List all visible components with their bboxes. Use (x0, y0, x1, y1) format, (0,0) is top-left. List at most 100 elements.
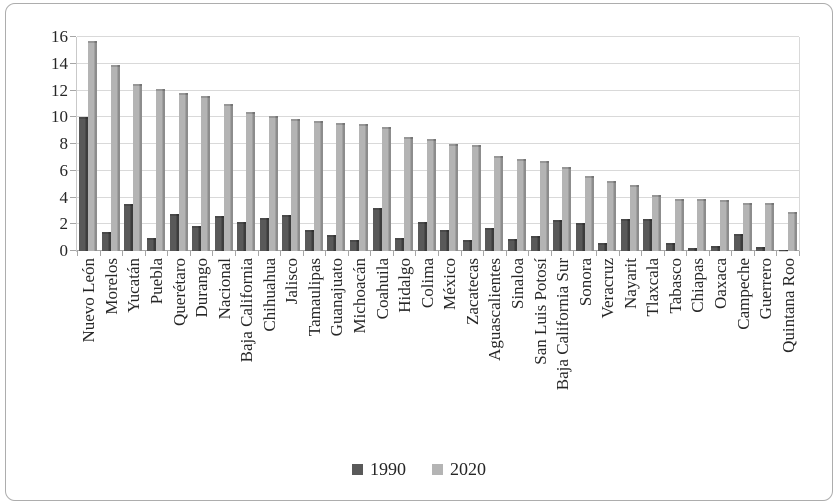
x-axis-label: Querétaro (169, 258, 189, 326)
x-axis-line (77, 250, 799, 251)
y-axis-tick (70, 223, 76, 225)
bar-1990 (598, 242, 608, 251)
bar-2020 (562, 166, 572, 251)
gridline (77, 116, 799, 118)
bar-1990 (553, 220, 563, 251)
x-axis-label: Chiapas (688, 258, 708, 313)
category-group (506, 37, 529, 251)
bar-1990 (350, 240, 360, 251)
x-axis-label: Morelos (101, 258, 121, 315)
x-axis-tick (776, 251, 778, 256)
bar-2020 (607, 181, 617, 251)
x-axis-label-slot: Nacional (212, 258, 235, 448)
x-axis-tick (550, 251, 552, 256)
x-axis-label: Sonora (575, 258, 595, 307)
category-group (483, 37, 506, 251)
bar-1990 (169, 213, 179, 251)
bar-2020 (584, 176, 594, 251)
y-axis-tick (70, 89, 76, 91)
x-axis-label-slot: Chihuahua (258, 258, 281, 448)
x-axis-label: Quintana Roo (778, 258, 798, 353)
bar-1990 (575, 222, 585, 251)
bar-2020 (313, 121, 323, 251)
bar-1990 (327, 234, 337, 251)
bar-1990 (237, 221, 247, 251)
bar-1990 (665, 242, 675, 251)
x-axis-label: Hidalgo (395, 258, 415, 313)
x-axis-label-slot: Sonora (573, 258, 596, 448)
x-axis-tick (573, 251, 575, 256)
category-group (573, 37, 596, 251)
category-group (212, 37, 235, 251)
x-axis-label-slot: Tamaulipas (303, 258, 326, 448)
y-axis-label: 8 (59, 134, 69, 153)
bar-2020 (539, 161, 549, 251)
x-axis-label-slot: Aguascalientes (483, 258, 506, 448)
x-axis-label: Tlaxcala (643, 258, 663, 317)
y-axis-line (76, 37, 77, 252)
gridline (77, 89, 799, 91)
x-axis-tick (167, 251, 169, 256)
y-axis-tick (70, 116, 76, 118)
x-axis-tick (528, 251, 530, 256)
bar-2020 (110, 65, 120, 251)
legend-swatch-2020 (432, 464, 443, 475)
category-group (596, 37, 619, 251)
bar-1990 (643, 218, 653, 251)
y-axis-label: 14 (51, 53, 68, 73)
y-axis-tick (70, 196, 76, 198)
bar-1990 (259, 217, 269, 251)
category-group (77, 37, 100, 251)
bar-1990 (417, 221, 427, 251)
category-group (686, 37, 709, 251)
gridline (77, 62, 799, 64)
category-group (415, 37, 438, 251)
y-axis-label: 10 (51, 107, 68, 127)
y-axis-label: 16 (51, 27, 68, 46)
x-axis-tick (708, 251, 710, 256)
y-axis-tick (70, 250, 76, 251)
x-axis-label: Yucatán (124, 258, 144, 313)
x-axis-tick (325, 251, 327, 256)
x-axis-tick (189, 251, 191, 256)
bar-2020 (720, 200, 730, 251)
gridline (77, 169, 799, 171)
x-axis-label-slot: San Luis Potosí (528, 258, 551, 448)
y-axis-tick (70, 36, 76, 37)
legend-item-2020: 2020 (432, 459, 486, 480)
bar-2020 (697, 198, 707, 251)
category-group (348, 37, 371, 251)
chart-frame: 0 2 4 6 8 10 12 14 16 Nuevo León Morelos Yucatán Pu… (5, 3, 833, 501)
bar-1990 (214, 216, 224, 251)
bar-2020 (291, 118, 301, 251)
legend-item-1990: 1990 (352, 459, 406, 480)
x-axis-label: Chihuahua (259, 258, 279, 332)
bar-2020 (223, 103, 233, 251)
x-axis-label: México (440, 258, 460, 310)
bar-1990 (101, 232, 111, 251)
x-axis-label-slot: Chiapas (686, 258, 709, 448)
bar-1990 (778, 249, 788, 253)
bar-2020 (268, 115, 278, 251)
bar-2020 (336, 122, 346, 251)
x-axis-tick (370, 251, 372, 256)
x-axis-label: Nayarit (620, 258, 640, 309)
category-group (325, 37, 348, 251)
category-group (100, 37, 123, 251)
bar-1990 (282, 214, 292, 251)
bar-1990 (192, 225, 202, 251)
category-group (709, 37, 732, 251)
category-group (528, 37, 551, 251)
category-group (754, 37, 777, 251)
x-axis-label-slot: Puebla (145, 258, 168, 448)
x-axis-label: Veracruz (598, 258, 618, 319)
x-axis-tick (641, 251, 643, 256)
legend-swatch-1990 (352, 464, 363, 475)
category-group (393, 37, 416, 251)
x-axis-label: Zacatecas (462, 258, 482, 325)
bar-1990 (372, 208, 382, 251)
category-group (122, 37, 145, 251)
x-axis-label-slot: Durango (190, 258, 213, 448)
bar-2020 (742, 202, 752, 251)
bar-2020 (178, 93, 188, 251)
